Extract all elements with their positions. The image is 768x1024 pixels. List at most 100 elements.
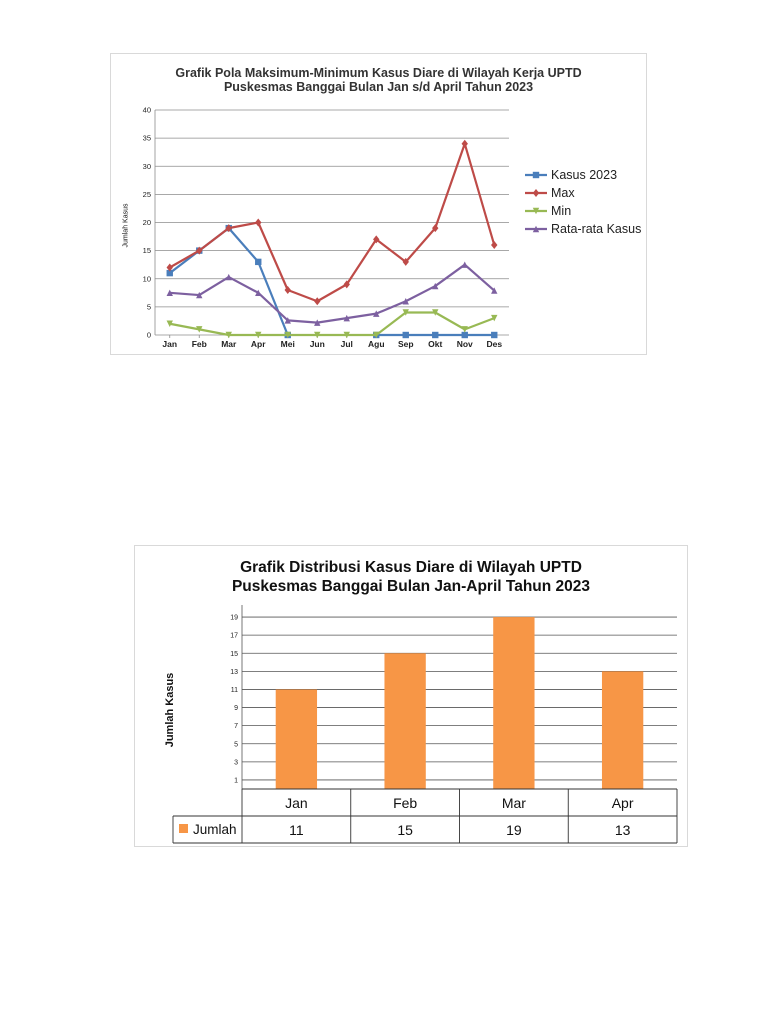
legend-item: Max bbox=[525, 184, 641, 202]
bar bbox=[275, 689, 318, 789]
x-tick-label: Jun bbox=[310, 339, 325, 349]
chart-title-line-2: Puskesmas Banggai Bulan Jan-April Tahun … bbox=[231, 578, 591, 595]
data-point bbox=[461, 139, 468, 148]
series-line-max bbox=[169, 142, 496, 303]
y-tick-label: 0 bbox=[147, 331, 151, 340]
y-tick-label: 9 bbox=[234, 705, 238, 712]
legend-marker bbox=[532, 225, 540, 233]
data-point bbox=[225, 331, 232, 339]
x-tick-label: Feb bbox=[393, 795, 417, 811]
data-point bbox=[461, 261, 468, 268]
data-point bbox=[284, 286, 291, 294]
line-chart-panel: Grafik Pola Maksimum-Minimum Kasus Diare… bbox=[110, 53, 647, 355]
line-chart-plot: 0 5 10 15 20 25 30 35 40 Jan Feb Mar Apr Mei Jun Jul Agu… bbox=[143, 106, 509, 349]
legend-symbol bbox=[525, 225, 547, 233]
y-tick-label: 40 bbox=[143, 106, 151, 115]
data-point bbox=[225, 273, 232, 281]
legend-label: Kasus 2023 bbox=[551, 168, 618, 182]
legend-symbol bbox=[525, 189, 547, 197]
data-point bbox=[432, 309, 439, 316]
data-label: 19 bbox=[506, 822, 522, 838]
bar bbox=[601, 671, 644, 789]
data-point bbox=[461, 326, 468, 333]
data-label: 13 bbox=[615, 822, 631, 838]
y-tick-label: 5 bbox=[147, 302, 151, 311]
legend-item: Kasus 2023 bbox=[525, 166, 641, 184]
x-tick-label: Mar bbox=[221, 339, 237, 349]
data-point bbox=[402, 331, 409, 339]
series-line-min bbox=[169, 311, 495, 337]
data-point bbox=[402, 257, 409, 266]
chart-title-line-1: Grafik Pola Maksimum-Minimum Kasus Diare… bbox=[175, 66, 582, 80]
x-tick-label: Okt bbox=[428, 339, 442, 349]
x-tick-label: Mei bbox=[281, 339, 295, 349]
data-point bbox=[432, 282, 439, 290]
data-point bbox=[343, 314, 350, 322]
y-tick-label: 25 bbox=[143, 190, 151, 199]
x-tick-label: Mar bbox=[502, 795, 526, 811]
series-line-kasus-2023 bbox=[169, 227, 289, 336]
y-tick-label: 5 bbox=[234, 741, 238, 748]
data-point bbox=[166, 320, 173, 327]
data-point bbox=[255, 258, 262, 266]
y-tick-label: 20 bbox=[143, 218, 151, 227]
bar-chart-plot: 135791113151719Jan11Feb15Mar19Apr13Jumla… bbox=[172, 605, 678, 844]
data-point bbox=[196, 326, 203, 333]
data-point bbox=[284, 331, 291, 339]
bar bbox=[384, 653, 426, 789]
data-point bbox=[461, 331, 468, 339]
data-point bbox=[284, 317, 291, 324]
legend-symbol bbox=[525, 207, 547, 215]
y-tick-label: 17 bbox=[230, 633, 238, 640]
chart-title: Grafik Distribusi Kasus Diare di Wilayah… bbox=[135, 558, 687, 596]
data-point bbox=[343, 280, 350, 289]
legend-label: Max bbox=[551, 186, 575, 200]
bar bbox=[493, 617, 535, 789]
y-tick-label: 10 bbox=[143, 274, 151, 283]
data-label: 11 bbox=[289, 822, 304, 838]
data-label: 15 bbox=[397, 822, 413, 838]
y-tick-label: 3 bbox=[234, 759, 238, 766]
x-tick-label: Jan bbox=[285, 795, 308, 811]
legend-marker bbox=[532, 171, 540, 179]
data-point bbox=[314, 297, 321, 306]
data-point bbox=[373, 310, 380, 317]
data-point bbox=[402, 309, 409, 316]
data-point bbox=[432, 331, 439, 339]
data-point bbox=[402, 298, 409, 305]
legend-marker bbox=[532, 189, 540, 197]
legend-key bbox=[179, 824, 188, 833]
x-tick-label: Agu bbox=[368, 339, 385, 349]
data-point bbox=[373, 235, 380, 244]
data-point bbox=[166, 269, 173, 277]
y-tick-label: 35 bbox=[143, 134, 151, 143]
x-tick-label: Nov bbox=[457, 339, 473, 349]
data-point bbox=[255, 331, 262, 339]
chart-legend: Kasus 2023 Max Min Rata-rata Kasus bbox=[525, 166, 641, 238]
legend-item: Min bbox=[525, 202, 641, 220]
legend-item: Rata-rata Kasus bbox=[525, 220, 641, 238]
data-point bbox=[491, 331, 498, 339]
x-tick-label: Des bbox=[486, 339, 502, 349]
y-tick-label: 11 bbox=[231, 687, 238, 694]
legend-label: Rata-rata Kasus bbox=[551, 222, 642, 236]
data-point bbox=[314, 331, 321, 339]
x-tick-label: Apr bbox=[251, 339, 266, 349]
y-tick-label: 13 bbox=[230, 669, 238, 676]
data-point bbox=[432, 224, 439, 233]
y-tick-label: 30 bbox=[143, 162, 151, 171]
x-tick-label: Sep bbox=[398, 339, 414, 349]
series-label: Jumlah bbox=[193, 822, 237, 837]
x-tick-label: Feb bbox=[192, 339, 207, 349]
y-tick-label: 7 bbox=[234, 723, 238, 730]
legend-symbol bbox=[525, 171, 547, 179]
y-tick-label: 15 bbox=[143, 246, 151, 255]
x-tick-label: Jan bbox=[162, 339, 177, 349]
x-tick-label: Apr bbox=[612, 795, 634, 811]
chart-title-line-2: Puskesmas Banggai Bulan Jan s/d April Ta… bbox=[223, 80, 534, 94]
data-point bbox=[343, 331, 350, 339]
y-tick-label: 19 bbox=[230, 615, 238, 622]
data-point bbox=[166, 289, 173, 297]
series-line-rata-rata-kasus bbox=[169, 263, 495, 324]
legend-label: Min bbox=[551, 204, 572, 218]
